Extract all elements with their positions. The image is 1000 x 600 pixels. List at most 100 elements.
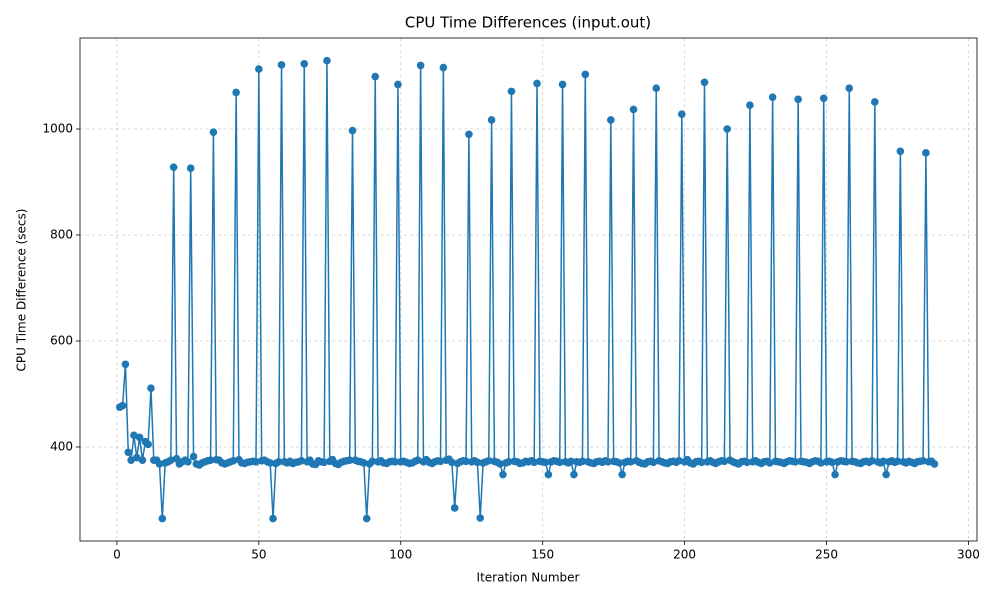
x-tick-label: 150	[531, 548, 554, 562]
data-point	[893, 457, 902, 466]
data-point	[819, 94, 828, 103]
data-point	[476, 514, 485, 522]
data-point	[487, 116, 496, 124]
data-point	[416, 61, 425, 70]
data-point	[697, 458, 706, 467]
data-point	[368, 457, 377, 466]
data-point	[831, 470, 839, 479]
data-point	[269, 514, 277, 523]
data-point	[255, 65, 263, 73]
data-point	[320, 458, 328, 467]
data-point	[266, 459, 274, 467]
data-point	[700, 78, 709, 87]
data-point	[189, 452, 198, 461]
data-point	[652, 84, 661, 92]
data-point	[229, 456, 238, 465]
data-point	[345, 456, 354, 465]
x-tick-label: 0	[113, 548, 121, 562]
data-point	[743, 458, 751, 467]
data-point	[436, 457, 445, 466]
data-point	[118, 401, 127, 410]
data-point	[499, 470, 507, 479]
data-point	[132, 453, 141, 462]
data-point	[922, 149, 930, 157]
data-point	[541, 458, 550, 467]
data-point	[723, 125, 732, 133]
y-axis-label: CPU Time Difference (secs)	[15, 209, 29, 372]
data-point	[462, 457, 470, 466]
data-point	[578, 457, 587, 466]
data-point	[720, 457, 729, 466]
data-point	[360, 459, 368, 467]
plot-frame	[79, 37, 978, 542]
data-point	[274, 458, 283, 466]
data-point	[896, 147, 905, 156]
data-point	[135, 433, 144, 442]
data-point	[348, 126, 357, 135]
data-point	[127, 456, 135, 465]
data-point	[473, 458, 482, 467]
data-point	[919, 456, 927, 465]
data-point	[232, 88, 240, 97]
y-tick-label: 600	[50, 333, 73, 347]
x-tick-label: 250	[815, 548, 838, 562]
x-tick-label: 300	[957, 548, 980, 562]
data-point	[297, 456, 306, 465]
data-point	[845, 84, 854, 92]
data-point	[581, 70, 590, 79]
chart-title: CPU Time Differences (input.out)	[405, 14, 651, 32]
data-point	[677, 110, 686, 118]
data-point	[371, 72, 380, 81]
data-point	[868, 456, 876, 465]
data-point	[675, 456, 683, 465]
data-point	[147, 384, 155, 392]
data-point	[629, 105, 638, 114]
data-point	[158, 514, 167, 523]
data-point	[169, 163, 178, 171]
data-point	[842, 458, 851, 466]
data-point	[567, 457, 575, 466]
data-point	[323, 56, 331, 65]
data-point	[768, 93, 777, 101]
data-point	[558, 80, 567, 89]
data-point	[277, 61, 286, 69]
data-point	[507, 87, 516, 96]
x-tick-label: 100	[389, 548, 412, 562]
data-point	[450, 504, 459, 512]
data-point	[124, 448, 133, 457]
data-point	[144, 440, 152, 449]
data-point	[530, 458, 538, 467]
data-point	[155, 460, 164, 468]
data-point	[391, 458, 399, 466]
data-point	[504, 458, 513, 466]
data-point	[817, 459, 825, 467]
data-point	[394, 80, 402, 89]
data-point	[570, 470, 578, 479]
data-point	[882, 470, 890, 479]
data-point	[209, 128, 218, 136]
data-point	[138, 456, 147, 465]
data-point	[300, 60, 309, 68]
data-point	[496, 460, 504, 468]
y-tick-label: 1000	[42, 121, 73, 135]
data-point	[871, 98, 879, 106]
x-tick-label: 200	[673, 548, 696, 562]
data-point	[448, 458, 456, 467]
data-point	[465, 130, 473, 139]
data-point	[484, 456, 493, 465]
data-point	[618, 470, 626, 479]
data-point	[533, 79, 541, 88]
x-axis-label: Iteration Number	[477, 571, 580, 585]
data-point	[544, 470, 553, 479]
x-tick-label: 50	[251, 548, 266, 562]
data-point	[607, 116, 615, 124]
data-point	[252, 458, 260, 466]
data-point	[828, 458, 837, 467]
data-point	[879, 457, 888, 466]
data-point	[626, 458, 635, 466]
data-point	[121, 360, 130, 369]
data-point	[791, 458, 800, 466]
data-point	[930, 460, 939, 468]
